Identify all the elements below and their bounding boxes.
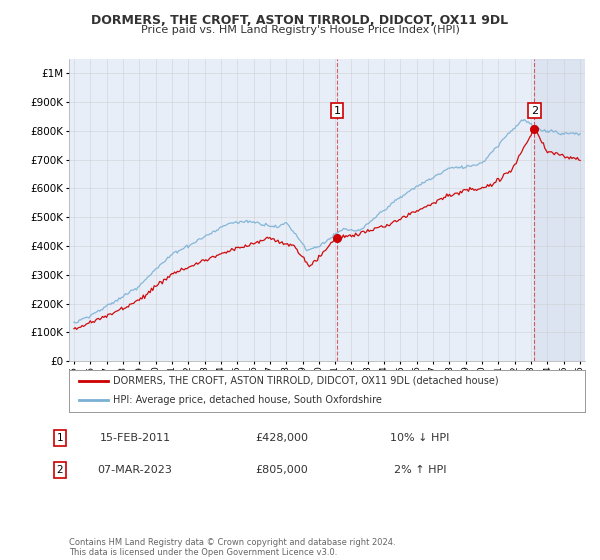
Text: 07-MAR-2023: 07-MAR-2023 bbox=[98, 465, 172, 475]
Text: 15-FEB-2011: 15-FEB-2011 bbox=[100, 433, 170, 443]
Text: 2: 2 bbox=[530, 106, 538, 116]
Text: DORMERS, THE CROFT, ASTON TIRROLD, DIDCOT, OX11 9DL: DORMERS, THE CROFT, ASTON TIRROLD, DIDCO… bbox=[91, 14, 509, 27]
Text: £428,000: £428,000 bbox=[256, 433, 308, 443]
Text: £805,000: £805,000 bbox=[256, 465, 308, 475]
Text: DORMERS, THE CROFT, ASTON TIRROLD, DIDCOT, OX11 9DL (detached house): DORMERS, THE CROFT, ASTON TIRROLD, DIDCO… bbox=[113, 376, 499, 386]
Text: 2: 2 bbox=[56, 465, 64, 475]
Text: HPI: Average price, detached house, South Oxfordshire: HPI: Average price, detached house, Sout… bbox=[113, 395, 382, 405]
Text: Price paid vs. HM Land Registry's House Price Index (HPI): Price paid vs. HM Land Registry's House … bbox=[140, 25, 460, 35]
Text: 10% ↓ HPI: 10% ↓ HPI bbox=[391, 433, 449, 443]
Text: Contains HM Land Registry data © Crown copyright and database right 2024.
This d: Contains HM Land Registry data © Crown c… bbox=[69, 538, 395, 557]
Bar bbox=[534, 59, 596, 361]
Text: 1: 1 bbox=[334, 106, 341, 116]
Text: 1: 1 bbox=[56, 433, 64, 443]
Text: 2% ↑ HPI: 2% ↑ HPI bbox=[394, 465, 446, 475]
